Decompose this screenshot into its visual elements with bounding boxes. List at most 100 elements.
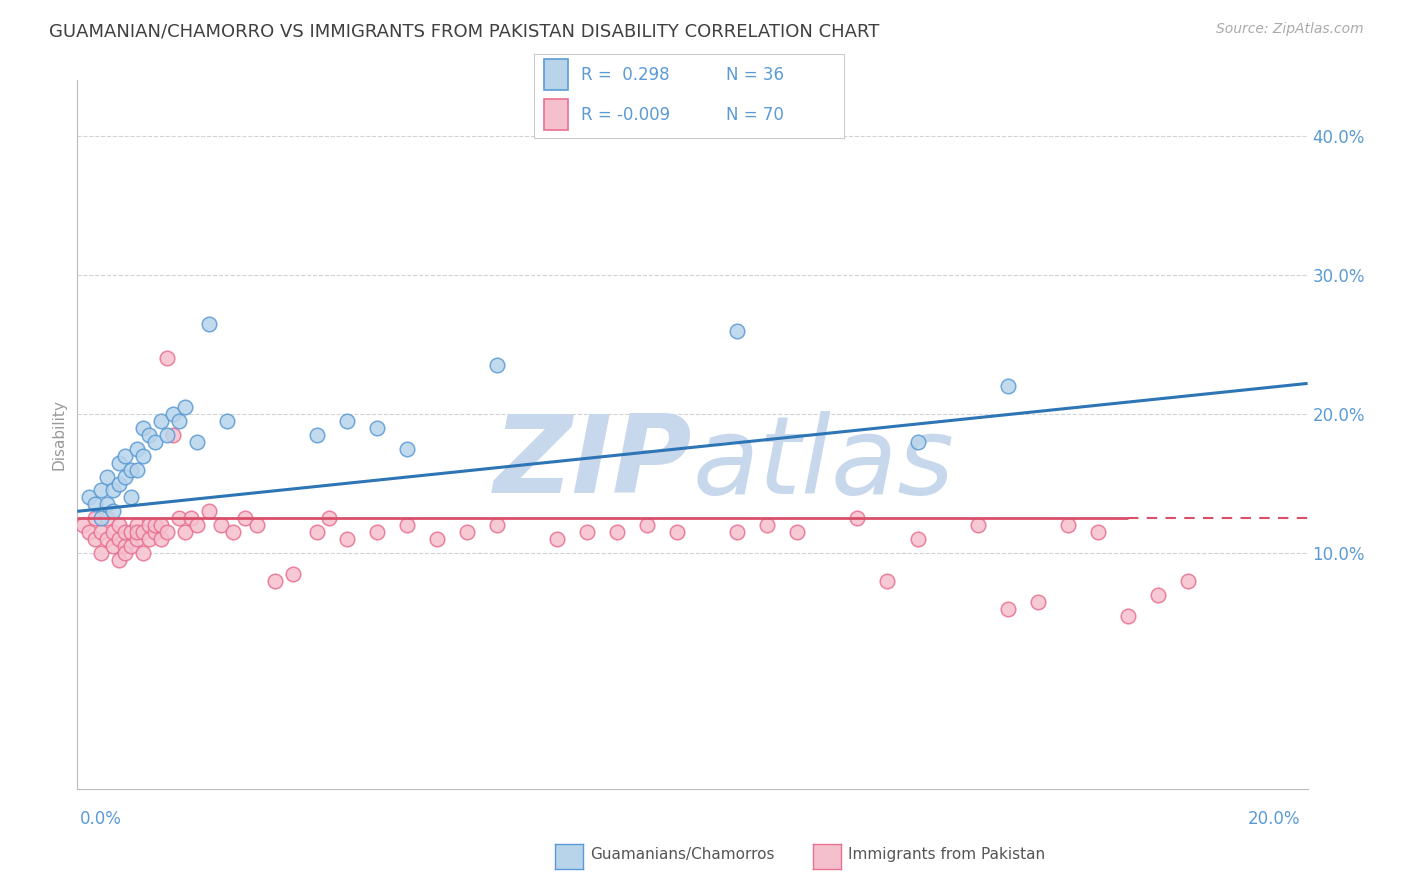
Point — [103, 504, 125, 518]
Point — [636, 518, 658, 533]
Point — [727, 525, 749, 540]
Point — [150, 414, 173, 428]
Point — [606, 525, 628, 540]
Point — [162, 407, 184, 421]
Point — [96, 469, 118, 483]
Point — [198, 317, 221, 331]
Point — [198, 504, 221, 518]
Point — [90, 511, 112, 525]
Point — [79, 491, 101, 505]
Point — [132, 525, 155, 540]
Text: atlas: atlas — [693, 410, 955, 516]
Point — [127, 532, 149, 546]
Point — [79, 525, 101, 540]
Point — [997, 601, 1019, 615]
Point — [138, 518, 160, 533]
Point — [209, 518, 232, 533]
Point — [108, 476, 131, 491]
Point — [396, 518, 419, 533]
Point — [84, 497, 107, 511]
Point — [156, 351, 179, 366]
Text: N = 70: N = 70 — [725, 105, 785, 123]
Point — [486, 359, 509, 373]
Point — [132, 546, 155, 560]
FancyBboxPatch shape — [544, 60, 568, 90]
Text: 20.0%: 20.0% — [1249, 810, 1301, 828]
Point — [108, 553, 131, 567]
Point — [235, 511, 257, 525]
Point — [114, 539, 136, 553]
Point — [72, 518, 94, 533]
Point — [138, 427, 160, 442]
Point — [336, 414, 359, 428]
Point — [143, 434, 166, 449]
Point — [150, 518, 173, 533]
Point — [103, 539, 125, 553]
Point — [283, 566, 305, 581]
Point — [103, 483, 125, 498]
Point — [127, 462, 149, 476]
Point — [1026, 595, 1049, 609]
Point — [84, 532, 107, 546]
Text: R = -0.009: R = -0.009 — [581, 105, 669, 123]
Text: ZIP: ZIP — [494, 410, 693, 516]
Point — [96, 532, 118, 546]
Point — [307, 427, 329, 442]
Point — [114, 546, 136, 560]
Point — [966, 518, 988, 533]
Point — [217, 414, 239, 428]
Point — [90, 546, 112, 560]
Point — [114, 525, 136, 540]
Point — [366, 525, 388, 540]
Point — [307, 525, 329, 540]
Point — [84, 511, 107, 525]
Point — [336, 532, 359, 546]
Point — [186, 518, 208, 533]
Point — [120, 525, 142, 540]
Point — [222, 525, 245, 540]
Point — [1116, 608, 1139, 623]
Point — [114, 449, 136, 463]
Point — [264, 574, 287, 588]
Point — [727, 324, 749, 338]
Point — [169, 511, 191, 525]
Point — [756, 518, 779, 533]
Point — [143, 518, 166, 533]
Point — [186, 434, 208, 449]
Point — [169, 414, 191, 428]
Point — [666, 525, 689, 540]
Point — [456, 525, 478, 540]
Point — [120, 462, 142, 476]
Point — [318, 511, 340, 525]
Text: R =  0.298: R = 0.298 — [581, 66, 669, 84]
Point — [138, 532, 160, 546]
Point — [907, 532, 929, 546]
Point — [396, 442, 419, 456]
Point — [366, 421, 388, 435]
Point — [127, 525, 149, 540]
Point — [127, 518, 149, 533]
Point — [156, 525, 179, 540]
Point — [907, 434, 929, 449]
Point — [162, 427, 184, 442]
Point — [90, 483, 112, 498]
Point — [108, 456, 131, 470]
Point — [103, 525, 125, 540]
Text: Source: ZipAtlas.com: Source: ZipAtlas.com — [1216, 22, 1364, 37]
Y-axis label: Disability: Disability — [51, 400, 66, 470]
Point — [180, 511, 202, 525]
Point — [786, 525, 808, 540]
Point — [150, 532, 173, 546]
Point — [120, 491, 142, 505]
Text: 0.0%: 0.0% — [80, 810, 122, 828]
Text: Guamanians/Chamorros: Guamanians/Chamorros — [591, 847, 775, 862]
Point — [108, 532, 131, 546]
Point — [127, 442, 149, 456]
Point — [156, 427, 179, 442]
Point — [132, 421, 155, 435]
Point — [96, 511, 118, 525]
Point — [546, 532, 568, 546]
Point — [1146, 588, 1168, 602]
Point — [576, 525, 599, 540]
Point — [846, 511, 869, 525]
